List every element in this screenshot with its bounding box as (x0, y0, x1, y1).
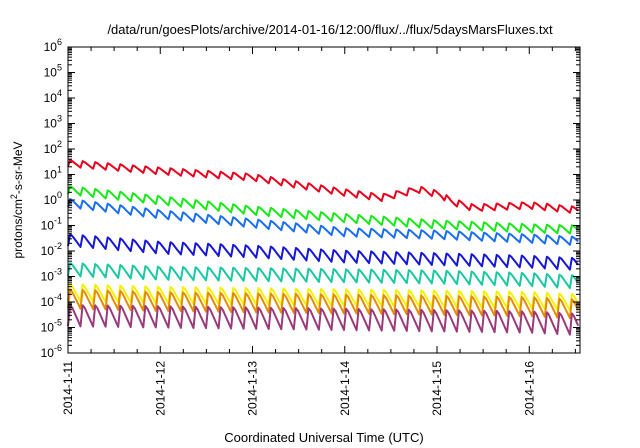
y-tick-base: 10 (41, 321, 55, 335)
series-line-2 (67, 185, 579, 235)
y-tick-base: 10 (44, 66, 58, 80)
y-tick-base: 10 (44, 117, 58, 131)
y-tick-label: 10-2 (41, 241, 62, 258)
y-tick-exponent: 6 (57, 37, 62, 47)
y-tick-base: 10 (41, 346, 55, 360)
y-tick-exponent: -1 (54, 216, 62, 226)
y-tick-exponent: -3 (54, 267, 62, 277)
y-tick-label: 10-3 (41, 267, 62, 284)
y-tick-exponent: -4 (54, 292, 62, 302)
series-line-4 (67, 233, 579, 271)
y-tick-exponent: 3 (57, 114, 62, 124)
y-axis-label-rest: -s-sr-MeV (11, 141, 25, 194)
y-tick-label: 104 (44, 88, 62, 105)
y-axis: 10-610-510-410-310-210-11001011021031041… (41, 37, 580, 360)
y-tick-exponent: 1 (57, 165, 62, 175)
x-tick-label: 2014-1-15 (430, 361, 444, 416)
y-tick-exponent: -5 (54, 318, 62, 328)
y-axis-label: protons/cm2-s-sr-MeV (9, 141, 25, 258)
x-axis-label: Coordinated Universal Time (UTC) (224, 430, 423, 445)
y-tick-exponent: -2 (54, 241, 62, 251)
y-tick-label: 103 (44, 114, 62, 131)
y-tick-label: 101 (44, 165, 62, 182)
y-tick-label: 10-4 (41, 292, 62, 309)
y-tick-base: 10 (44, 142, 58, 156)
x-tick-label: 2014-1-14 (338, 361, 352, 416)
series-group (67, 159, 580, 336)
y-tick-exponent: 0 (57, 190, 62, 200)
series-line-1 (67, 159, 579, 214)
y-tick-base: 10 (41, 270, 55, 284)
y-tick-base: 10 (44, 168, 58, 182)
y-tick-exponent: 5 (57, 63, 62, 73)
y-tick-label: 102 (44, 139, 62, 156)
series-line-8 (67, 304, 580, 336)
y-tick-label: 10-1 (41, 216, 62, 233)
y-tick-exponent: 2 (57, 139, 62, 149)
y-tick-label: 10-5 (41, 318, 62, 335)
series-line-3 (67, 198, 579, 246)
x-tick-label: 2014-1-12 (153, 361, 167, 416)
chart-title: /data/run/goesPlots/archive/2014-01-16/1… (107, 22, 553, 37)
series-line-7 (67, 288, 580, 320)
x-tick-label: 2014-1-13 (246, 361, 260, 416)
y-axis-label-sup: 2 (9, 194, 19, 199)
y-tick-label: 100 (44, 190, 62, 207)
y-tick-base: 10 (41, 244, 55, 258)
series-line-5 (67, 262, 580, 290)
x-tick-label: 2014-1-16 (522, 361, 536, 416)
y-tick-base: 10 (41, 219, 55, 233)
y-tick-label: 106 (44, 37, 62, 54)
y-tick-base: 10 (44, 91, 58, 105)
y-tick-base: 10 (44, 40, 58, 54)
series-line-6 (67, 283, 580, 312)
y-axis-label-main: protons/cm (11, 199, 25, 258)
y-tick-exponent: -6 (54, 343, 62, 353)
y-tick-label: 10-6 (41, 343, 62, 360)
x-tick-label: 2014-1-11 (61, 361, 75, 415)
y-tick-base: 10 (44, 193, 58, 207)
y-tick-label: 105 (44, 63, 62, 80)
y-tick-exponent: 4 (57, 88, 62, 98)
x-axis: 2014-1-11 2014-1-12 2014-1-13 2014-1-14 2014… (61, 47, 576, 416)
y-tick-base: 10 (41, 295, 55, 309)
